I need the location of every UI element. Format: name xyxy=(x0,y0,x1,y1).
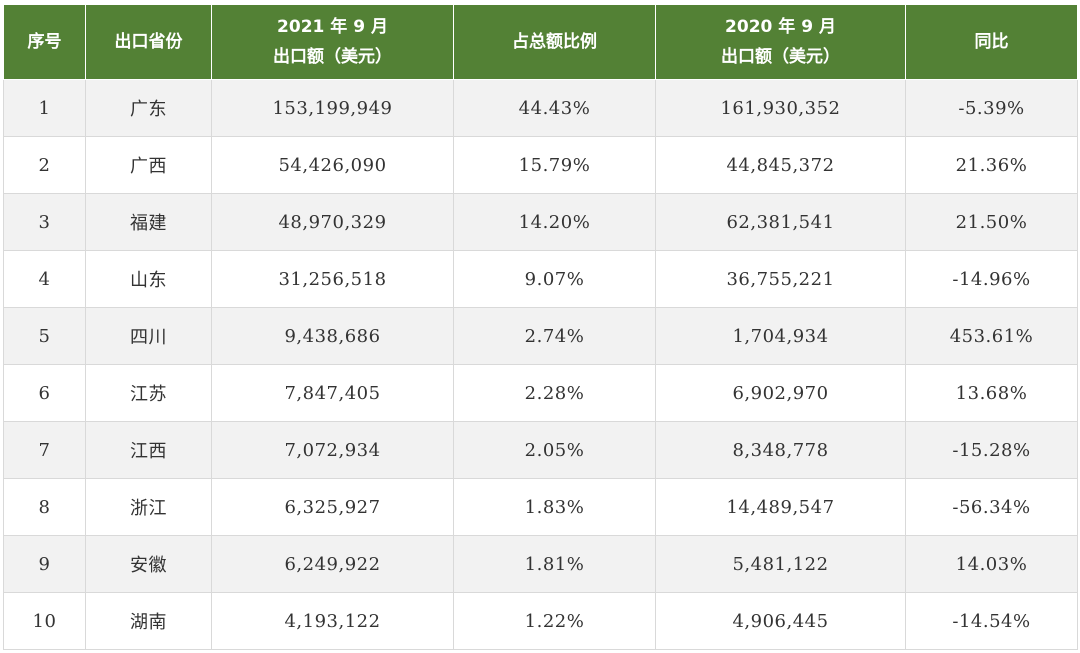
header-export-2021: 2021 年 9 月 出口额（美元） xyxy=(211,4,454,80)
cell-export-2020: 8,348,778 xyxy=(655,421,906,479)
cell-province: 江西 xyxy=(85,421,212,479)
cell-index: 9 xyxy=(3,535,86,593)
cell-yoy: -14.96% xyxy=(905,250,1078,308)
cell-export-2021: 6,249,922 xyxy=(211,535,454,593)
cell-province: 安徽 xyxy=(85,535,212,593)
cell-export-2020: 5,481,122 xyxy=(655,535,906,593)
table-row: 9 安徽 6,249,922 1.81% 5,481,122 14.03% xyxy=(3,535,1078,593)
cell-index: 10 xyxy=(3,592,86,650)
cell-yoy: -15.28% xyxy=(905,421,1078,479)
export-table: 序号 出口省份 2021 年 9 月 出口额（美元） 占总额比例 2020 年 … xyxy=(3,4,1078,650)
cell-share: 1.81% xyxy=(453,535,656,593)
cell-share: 1.83% xyxy=(453,478,656,536)
table-header: 序号 出口省份 2021 年 9 月 出口额（美元） 占总额比例 2020 年 … xyxy=(3,4,1078,80)
cell-export-2021: 6,325,927 xyxy=(211,478,454,536)
cell-province: 广西 xyxy=(85,136,212,194)
cell-export-2021: 31,256,518 xyxy=(211,250,454,308)
table-row: 6 江苏 7,847,405 2.28% 6,902,970 13.68% xyxy=(3,364,1078,422)
cell-export-2021: 153,199,949 xyxy=(211,79,454,137)
cell-export-2020: 14,489,547 xyxy=(655,478,906,536)
table-row: 10 湖南 4,193,122 1.22% 4,906,445 -14.54% xyxy=(3,592,1078,650)
cell-index: 4 xyxy=(3,250,86,308)
cell-province: 福建 xyxy=(85,193,212,251)
table-row: 1 广东 153,199,949 44.43% 161,930,352 -5.39% xyxy=(3,79,1078,137)
cell-export-2021: 48,970,329 xyxy=(211,193,454,251)
cell-yoy: -5.39% xyxy=(905,79,1078,137)
cell-export-2020: 36,755,221 xyxy=(655,250,906,308)
cell-export-2020: 1,704,934 xyxy=(655,307,906,365)
header-export-2021-unit: 出口额（美元） xyxy=(273,47,392,67)
cell-export-2021: 54,426,090 xyxy=(211,136,454,194)
header-row: 序号 出口省份 2021 年 9 月 出口额（美元） 占总额比例 2020 年 … xyxy=(3,4,1078,80)
table-row: 4 山东 31,256,518 9.07% 36,755,221 -14.96% xyxy=(3,250,1078,308)
cell-export-2021: 4,193,122 xyxy=(211,592,454,650)
cell-export-2020: 62,381,541 xyxy=(655,193,906,251)
cell-share: 1.22% xyxy=(453,592,656,650)
cell-yoy: -56.34% xyxy=(905,478,1078,536)
cell-yoy: 13.68% xyxy=(905,364,1078,422)
cell-index: 6 xyxy=(3,364,86,422)
table-row: 5 四川 9,438,686 2.74% 1,704,934 453.61% xyxy=(3,307,1078,365)
cell-index: 2 xyxy=(3,136,86,194)
cell-yoy: 14.03% xyxy=(905,535,1078,593)
table-body: 1 广东 153,199,949 44.43% 161,930,352 -5.39% 2 广西… xyxy=(3,79,1078,650)
cell-share: 44.43% xyxy=(453,79,656,137)
cell-index: 8 xyxy=(3,478,86,536)
cell-index: 7 xyxy=(3,421,86,479)
cell-export-2020: 44,845,372 xyxy=(655,136,906,194)
cell-export-2021: 7,072,934 xyxy=(211,421,454,479)
cell-export-2020: 161,930,352 xyxy=(655,79,906,137)
table-row: 2 广西 54,426,090 15.79% 44,845,372 21.36% xyxy=(3,136,1078,194)
cell-share: 2.28% xyxy=(453,364,656,422)
table-row: 3 福建 48,970,329 14.20% 62,381,541 21.50% xyxy=(3,193,1078,251)
cell-yoy: 453.61% xyxy=(905,307,1078,365)
cell-export-2021: 9,438,686 xyxy=(211,307,454,365)
cell-export-2020: 4,906,445 xyxy=(655,592,906,650)
header-export-2021-period: 2021 年 9 月 xyxy=(277,17,388,37)
header-yoy: 同比 xyxy=(905,4,1078,80)
header-export-2020-unit: 出口额（美元） xyxy=(721,47,840,67)
cell-yoy: 21.36% xyxy=(905,136,1078,194)
cell-share: 9.07% xyxy=(453,250,656,308)
cell-export-2021: 7,847,405 xyxy=(211,364,454,422)
cell-export-2020: 6,902,970 xyxy=(655,364,906,422)
cell-yoy: 21.50% xyxy=(905,193,1078,251)
cell-share: 2.74% xyxy=(453,307,656,365)
table-row: 8 浙江 6,325,927 1.83% 14,489,547 -56.34% xyxy=(3,478,1078,536)
export-table-container: 序号 出口省份 2021 年 9 月 出口额（美元） 占总额比例 2020 年 … xyxy=(3,4,1078,650)
cell-province: 山东 xyxy=(85,250,212,308)
header-province: 出口省份 xyxy=(85,4,212,80)
cell-province: 四川 xyxy=(85,307,212,365)
cell-yoy: -14.54% xyxy=(905,592,1078,650)
cell-province: 江苏 xyxy=(85,364,212,422)
cell-share: 2.05% xyxy=(453,421,656,479)
cell-province: 广东 xyxy=(85,79,212,137)
header-export-2020: 2020 年 9 月 出口额（美元） xyxy=(655,4,906,80)
cell-share: 15.79% xyxy=(453,136,656,194)
header-index: 序号 xyxy=(3,4,86,80)
cell-province: 湖南 xyxy=(85,592,212,650)
cell-index: 5 xyxy=(3,307,86,365)
cell-index: 3 xyxy=(3,193,86,251)
header-share: 占总额比例 xyxy=(453,4,656,80)
cell-index: 1 xyxy=(3,79,86,137)
cell-share: 14.20% xyxy=(453,193,656,251)
header-export-2020-period: 2020 年 9 月 xyxy=(725,17,836,37)
table-row: 7 江西 7,072,934 2.05% 8,348,778 -15.28% xyxy=(3,421,1078,479)
cell-province: 浙江 xyxy=(85,478,212,536)
